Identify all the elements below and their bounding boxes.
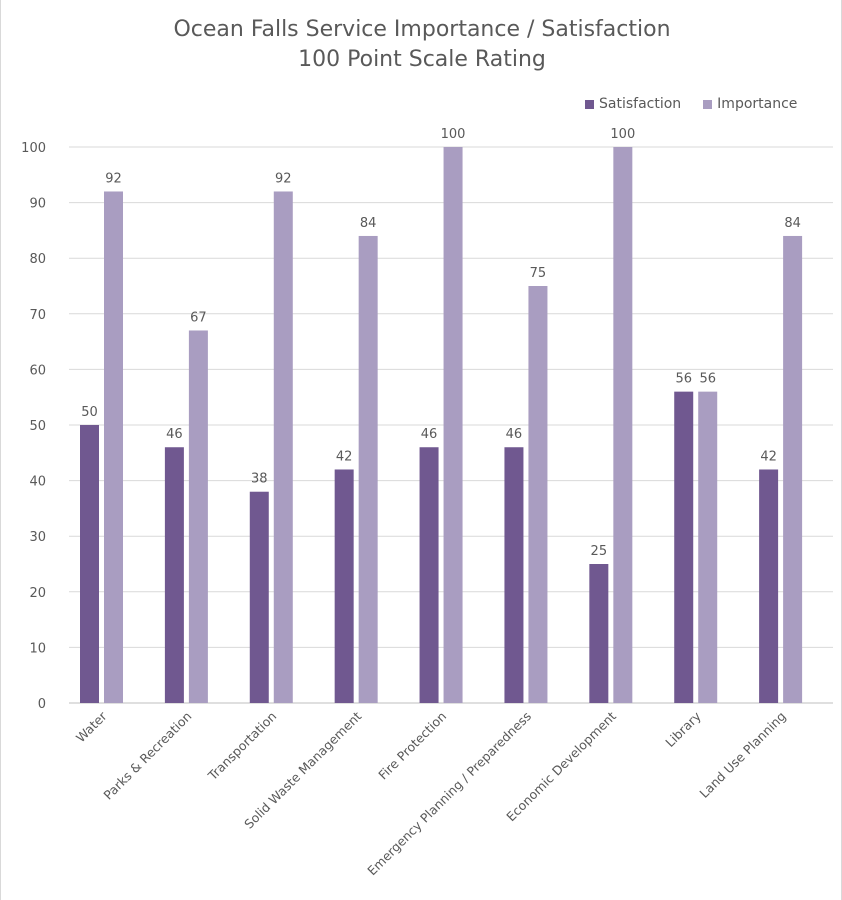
legend-item-satisfaction: Satisfaction [585,96,681,112]
y-tick-label: 10 [29,641,46,656]
x-tick-label: Land Use Planning [696,709,788,801]
data-label-importance: 56 [699,372,716,387]
y-tick-label: 100 [21,141,46,156]
data-labels: 50 92 46 67 38 92 42 84 46 100 46 75 25 100 56 56 42 84 [81,127,801,559]
bars [80,147,803,704]
legend-item-importance: Importance [703,96,797,112]
bar-satisfaction-5 [504,447,524,703]
bar-importance-7 [698,391,718,703]
y-tick-label: 40 [29,475,46,490]
y-tick-label: 70 [29,308,46,323]
data-label-satisfaction: 46 [506,427,523,442]
bar-satisfaction-4 [419,447,439,703]
bar-satisfaction-8 [759,469,779,703]
bar-satisfaction-7 [674,391,694,703]
y-tick-label: 50 [29,419,46,434]
bar-satisfaction-3 [334,469,354,703]
bar-satisfaction-6 [589,564,609,703]
bar-importance-1 [188,330,208,703]
data-label-satisfaction: 50 [81,405,98,420]
data-label-satisfaction: 38 [251,472,268,487]
data-label-importance: 92 [105,171,122,186]
data-label-satisfaction: 46 [421,427,438,442]
data-label-importance: 84 [784,216,801,231]
legend-label-satisfaction: Satisfaction [599,96,682,112]
x-tick-label: Emergency Planning / Preparedness [364,709,534,879]
bar-importance-5 [528,286,548,703]
chart-subtitle: 100 Point Scale Rating [298,47,546,72]
data-label-importance: 100 [441,127,466,142]
y-axis-ticks: 0 10 20 30 40 50 60 70 80 90 100 [21,141,46,712]
x-tick-label: Parks & Recreation [100,709,194,803]
bar-satisfaction-2 [249,491,269,703]
bar-importance-2 [273,191,293,704]
y-tick-label: 60 [29,363,46,378]
legend-swatch-importance [703,99,713,109]
bar-satisfaction-1 [164,447,184,703]
bar-importance-6 [613,147,633,703]
data-label-satisfaction: 42 [760,449,777,464]
x-tick-label: Fire Protection [375,709,449,783]
data-label-satisfaction: 56 [675,372,692,387]
y-tick-label: 30 [29,530,46,545]
legend-label-importance: Importance [717,96,798,112]
chart-title: Ocean Falls Service Importance / Satisfa… [173,17,671,42]
x-tick-label: Library [662,708,704,750]
x-tick-label: Water [73,708,110,745]
bar-importance-3 [358,235,378,703]
data-label-importance: 67 [190,310,207,325]
data-label-satisfaction: 42 [336,449,353,464]
bar-importance-0 [104,191,123,704]
y-tick-label: 90 [29,197,46,212]
legend-swatch-satisfaction [585,99,594,109]
data-label-importance: 100 [610,127,635,142]
chart-legend: Satisfaction Importance [585,96,819,112]
bar-satisfaction-0 [80,425,99,703]
data-label-satisfaction: 46 [166,427,183,442]
bar-importance-8 [783,235,803,703]
data-label-importance: 75 [530,266,547,281]
data-label-satisfaction: 25 [591,544,608,559]
data-label-importance: 84 [360,216,377,231]
y-tick-label: 20 [29,586,46,601]
data-label-importance: 92 [275,171,292,186]
y-tick-label: 0 [38,697,46,712]
bar-importance-4 [443,147,463,703]
x-tick-label: Transportation [204,709,279,784]
y-tick-label: 80 [29,252,46,267]
